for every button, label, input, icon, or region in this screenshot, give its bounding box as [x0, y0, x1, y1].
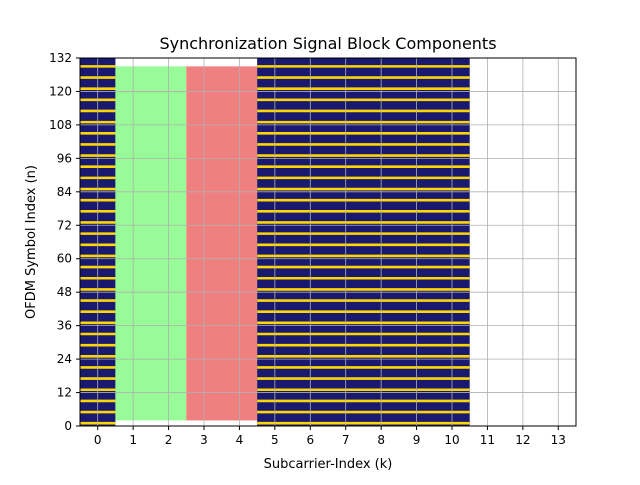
x-tick-label: 8	[377, 433, 385, 447]
y-tick-label: 120	[49, 84, 72, 98]
x-tick-label: 9	[413, 433, 421, 447]
x-tick-label: 0	[94, 433, 102, 447]
x-tick-label: 3	[200, 433, 208, 447]
y-tick-label: 108	[49, 118, 72, 132]
x-axis-label: Subcarrier-Index (k)	[264, 457, 393, 472]
y-tick-label: 96	[57, 151, 72, 165]
ssb-region-2	[186, 66, 258, 421]
y-tick-label: 132	[49, 51, 72, 65]
y-tick-label: 48	[57, 285, 72, 299]
y-tick-label: 0	[64, 419, 72, 433]
chart-title: Synchronization Signal Block Components	[159, 34, 496, 53]
y-tick-label: 36	[57, 319, 72, 333]
y-tick-label: 24	[57, 352, 72, 366]
x-tick-label: 13	[551, 433, 566, 447]
x-tick-label: 12	[515, 433, 530, 447]
ssb-region-1	[115, 66, 187, 421]
x-tick-label: 10	[444, 433, 459, 447]
x-tick-label: 6	[306, 433, 314, 447]
y-tick-label: 84	[57, 185, 72, 199]
plot-frame	[79, 57, 577, 427]
y-tick-label: 60	[57, 252, 72, 266]
x-tick-label: 2	[165, 433, 173, 447]
x-tick-label: 5	[271, 433, 279, 447]
y-axis-label: OFDM Symbol Index (n)	[24, 165, 39, 319]
x-tick-label: 4	[236, 433, 244, 447]
ssb-region-3	[257, 58, 470, 426]
x-tick-label: 7	[342, 433, 350, 447]
y-tick-label: 72	[57, 218, 72, 232]
x-tick-label: 11	[480, 433, 495, 447]
y-tick-label: 12	[57, 386, 72, 400]
x-tick-label: 1	[129, 433, 137, 447]
